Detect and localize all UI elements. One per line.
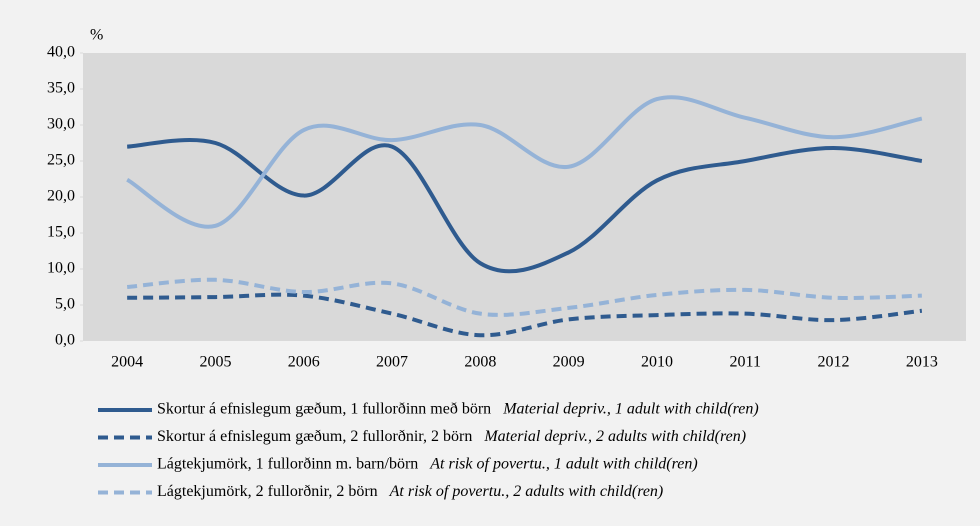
legend-label: Skortur á efnislegum gæðum, 2 fullorðnir… xyxy=(157,428,472,445)
legend-label: Lágtekjumörk, 1 fullorðinn m. barn/börn xyxy=(157,456,418,473)
y-tick-label: 35,0 xyxy=(47,80,75,97)
y-tick-label: 0,0 xyxy=(55,332,75,349)
x-tick-label: 2008 xyxy=(464,354,496,371)
x-tick-label: 2010 xyxy=(641,354,673,371)
y-tick-label: 10,0 xyxy=(47,260,75,277)
series-line xyxy=(126,277,922,317)
x-tick-label: 2009 xyxy=(553,354,585,371)
legend-label-en: At risk of povertu., 2 adults with child… xyxy=(389,483,664,500)
y-tick-label: 20,0 xyxy=(47,188,75,205)
x-tick-label: 2012 xyxy=(818,354,850,371)
legend-label-en: Material depriv., 2 adults with child(re… xyxy=(483,428,746,445)
legend-label: Lágtekjumörk, 2 fullorðnir, 2 börn xyxy=(157,483,378,500)
x-tick-label: 2013 xyxy=(906,354,938,371)
x-tick-label: 2011 xyxy=(730,354,761,371)
y-unit-label: % xyxy=(90,27,103,44)
legend-label-en: At risk of povertu., 1 adult with child(… xyxy=(429,456,697,473)
series-line xyxy=(126,95,923,229)
y-tick-label: 15,0 xyxy=(47,224,75,241)
legend-label: Skortur á efnislegum gæðum, 1 fullorðinn… xyxy=(157,401,491,418)
plot-area xyxy=(83,53,966,341)
x-tick-label: 2007 xyxy=(376,354,408,371)
y-tick-label: 5,0 xyxy=(55,296,75,313)
x-tick-label: 2006 xyxy=(288,354,320,371)
legend-label-en: Material depriv., 1 adult with child(ren… xyxy=(502,401,759,418)
y-tick-label: 25,0 xyxy=(47,152,75,169)
series-line xyxy=(127,138,923,274)
y-tick-label: 40,0 xyxy=(47,44,75,61)
y-tick-label: 30,0 xyxy=(47,116,75,133)
x-tick-label: 2004 xyxy=(111,354,143,371)
series-line xyxy=(127,292,923,338)
x-tick-label: 2005 xyxy=(199,354,231,371)
